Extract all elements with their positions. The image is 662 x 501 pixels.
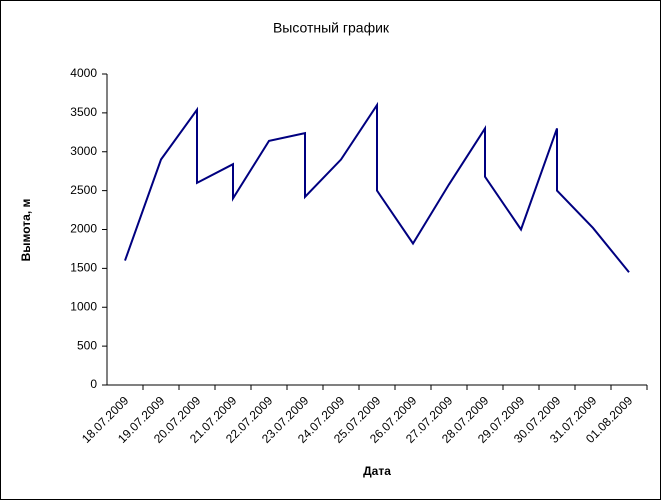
y-tick-label: 1000 (70, 299, 97, 313)
data-line (124, 101, 630, 273)
y-tick-label: 0 (90, 377, 97, 391)
y-tick-label: 3500 (70, 105, 97, 119)
y-tick-label: 500 (77, 338, 97, 352)
y-axis-label: Вымота, м (19, 199, 33, 262)
y-tick-label: 1500 (70, 261, 97, 275)
y-tick-label: 4000 (70, 66, 97, 80)
y-tick-label: 3000 (70, 144, 97, 158)
chart-title: Высотный график (273, 20, 390, 36)
y-tick-label: 2000 (70, 222, 97, 236)
x-axis-label: Дата (363, 464, 391, 478)
y-tick-label: 2500 (70, 183, 97, 197)
